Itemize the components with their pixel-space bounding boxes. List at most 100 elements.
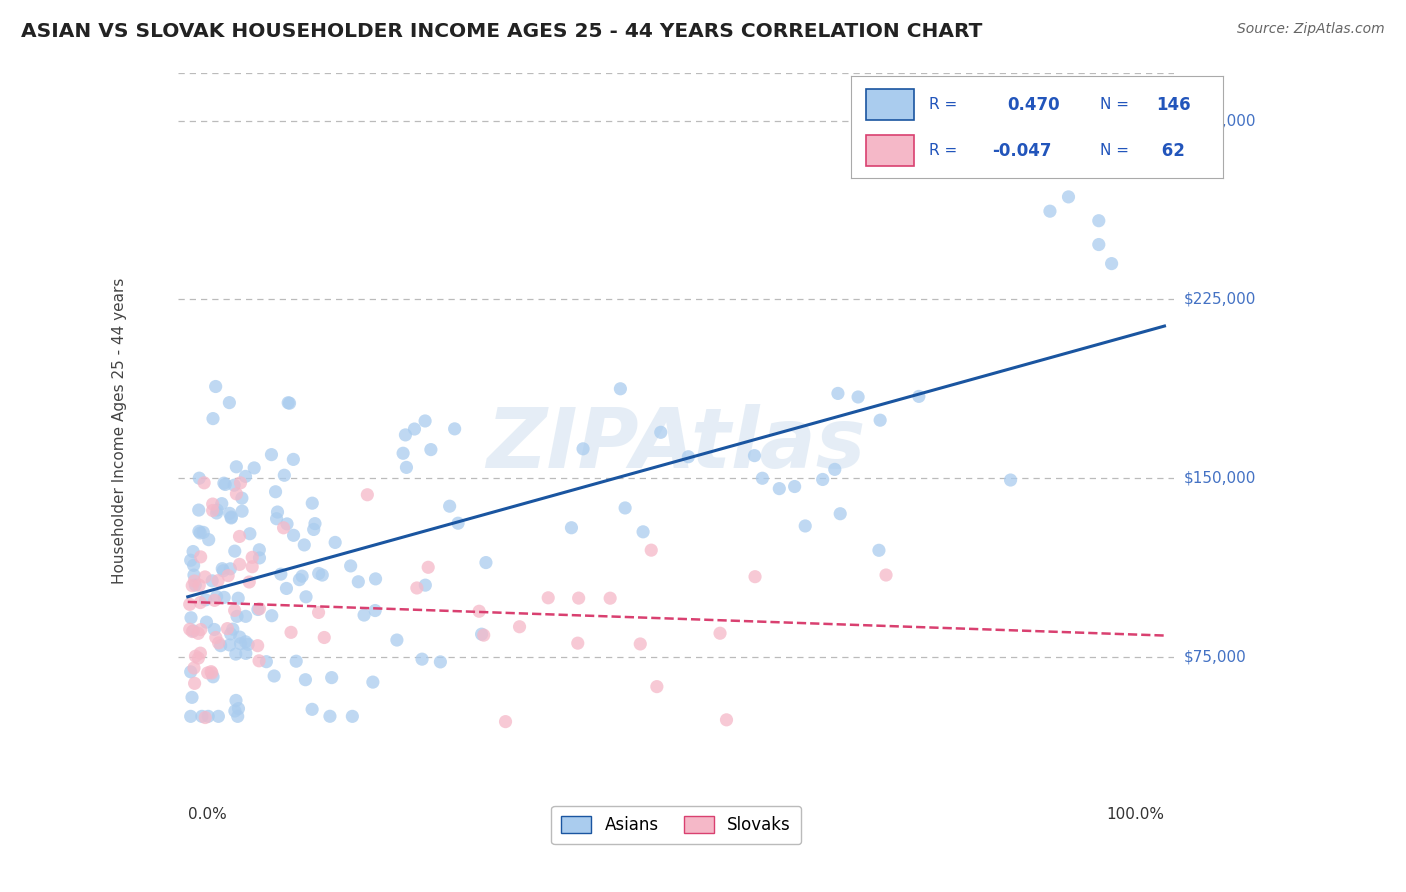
Point	[183, 624, 205, 638]
Point	[194, 710, 217, 724]
Point	[229, 630, 252, 644]
Point	[1087, 213, 1109, 227]
Point	[201, 503, 224, 517]
Point	[405, 581, 427, 595]
Point	[219, 511, 242, 525]
Point	[311, 568, 333, 582]
Point	[278, 396, 301, 410]
Point	[292, 538, 315, 552]
Point	[217, 568, 239, 582]
Point	[214, 477, 236, 491]
Point	[187, 503, 209, 517]
Point	[197, 709, 219, 723]
Point	[235, 469, 257, 483]
Point	[273, 521, 295, 535]
Point	[294, 673, 316, 687]
Point	[218, 638, 240, 652]
Point	[415, 578, 437, 592]
Point	[183, 558, 205, 573]
Point	[302, 523, 325, 537]
Point	[614, 500, 637, 515]
Point	[319, 709, 342, 723]
Point	[295, 590, 318, 604]
Point	[628, 637, 651, 651]
Point	[277, 396, 299, 410]
Point	[180, 611, 202, 625]
Point	[184, 578, 207, 592]
Point	[205, 503, 228, 517]
Point	[475, 556, 498, 570]
Point	[218, 507, 240, 521]
Point	[235, 635, 257, 649]
Point	[1039, 204, 1062, 219]
Legend: Asians, Slovaks: Asians, Slovaks	[551, 805, 801, 844]
Point	[744, 449, 766, 463]
Point	[304, 516, 326, 531]
Point	[1000, 473, 1022, 487]
Point	[205, 631, 228, 645]
Point	[395, 460, 418, 475]
Point	[364, 603, 387, 617]
Point	[207, 636, 229, 650]
Point	[347, 574, 370, 589]
Point	[180, 665, 202, 679]
Point	[266, 505, 288, 519]
Point	[181, 544, 204, 558]
Point	[323, 535, 346, 549]
Point	[875, 568, 897, 582]
Point	[202, 623, 225, 637]
Point	[197, 533, 219, 547]
Point	[207, 574, 229, 588]
Point	[411, 652, 433, 666]
Point	[468, 604, 491, 618]
Point	[224, 603, 246, 617]
Text: 100.0%: 100.0%	[1107, 807, 1164, 822]
Point	[225, 647, 247, 661]
Point	[537, 591, 560, 605]
Text: ZIPAtlas: ZIPAtlas	[486, 404, 866, 485]
Point	[678, 450, 700, 464]
Point	[212, 564, 235, 578]
Point	[184, 649, 207, 664]
Point	[280, 625, 302, 640]
Point	[224, 544, 246, 558]
Point	[195, 615, 218, 629]
Point	[308, 566, 330, 581]
Point	[869, 413, 891, 427]
Point	[187, 651, 209, 665]
Point	[183, 568, 205, 582]
Point	[385, 633, 408, 648]
Point	[190, 646, 212, 660]
Point	[264, 484, 287, 499]
Point	[225, 459, 247, 474]
Point	[283, 528, 305, 542]
Point	[404, 422, 426, 436]
Point	[225, 693, 247, 707]
Point	[568, 591, 591, 606]
Point	[645, 680, 668, 694]
Point	[472, 628, 495, 642]
Point	[301, 496, 323, 510]
Point	[183, 574, 205, 588]
Text: ASIAN VS SLOVAK HOUSEHOLDER INCOME AGES 25 - 44 YEARS CORRELATION CHART: ASIAN VS SLOVAK HOUSEHOLDER INCOME AGES …	[21, 22, 983, 41]
Point	[194, 570, 217, 584]
Point	[211, 562, 233, 576]
Point	[308, 606, 330, 620]
Point	[429, 655, 451, 669]
Text: R =: R =	[929, 97, 957, 112]
Point	[190, 549, 212, 564]
Text: $300,000: $300,000	[1184, 113, 1257, 128]
Point	[270, 567, 292, 582]
Point	[228, 558, 250, 572]
Point	[249, 550, 271, 565]
Point	[266, 512, 288, 526]
Point	[193, 525, 215, 540]
Point	[224, 478, 246, 492]
Point	[207, 709, 229, 723]
Point	[1088, 237, 1111, 252]
Point	[495, 714, 517, 729]
Text: $225,000: $225,000	[1184, 292, 1257, 307]
Point	[640, 543, 662, 558]
Point	[768, 482, 790, 496]
Point	[190, 623, 212, 637]
